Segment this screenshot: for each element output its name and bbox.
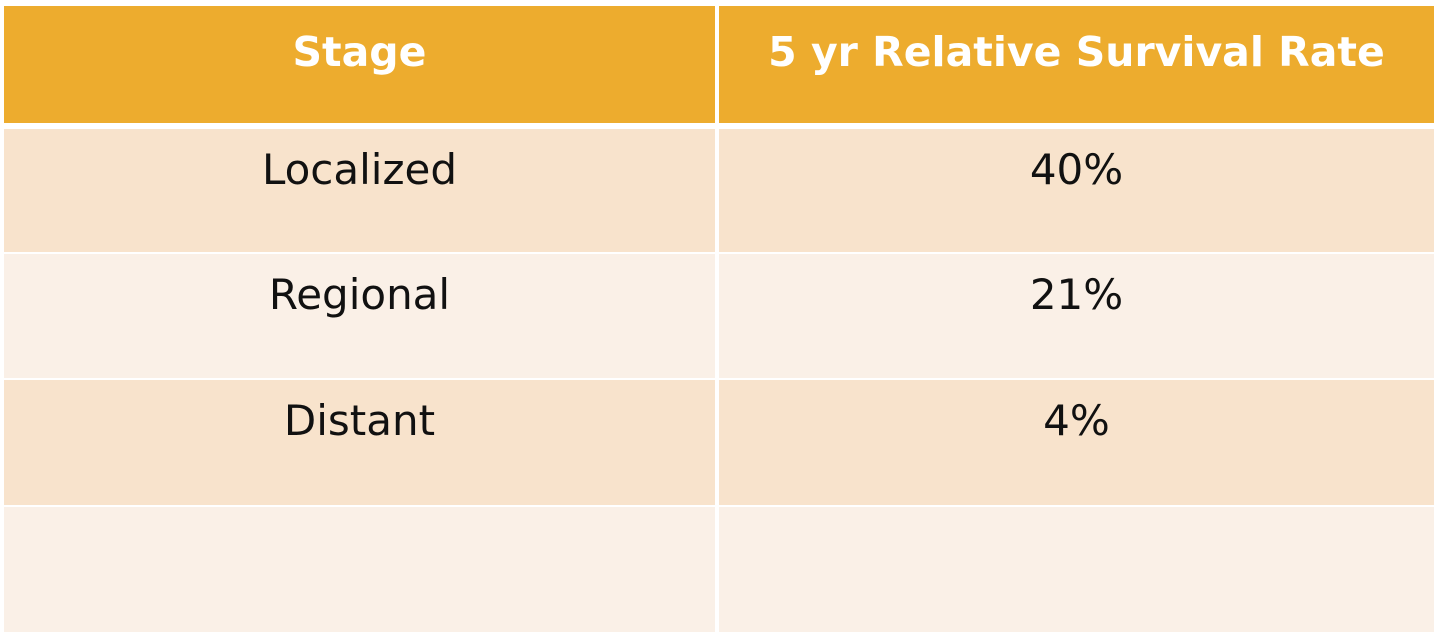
table-row: Distant 4%	[4, 378, 1434, 506]
cell-stage: Regional	[4, 251, 719, 379]
survival-rate-table: Stage 5 yr Relative Survival Rate Locali…	[4, 6, 1434, 632]
cell-stage-text: Distant	[283, 396, 436, 445]
header-survival-rate-label: 5 yr Relative Survival Rate	[768, 28, 1385, 76]
cell-rate	[715, 504, 1434, 632]
cell-stage	[4, 504, 719, 632]
cell-stage: Localized	[4, 125, 719, 253]
table-header-row: Stage 5 yr Relative Survival Rate	[4, 6, 1434, 129]
table-row	[4, 504, 1434, 632]
cell-rate: 21%	[715, 251, 1434, 379]
cell-rate-text: 40%	[1029, 145, 1124, 194]
table-row: Localized 40%	[4, 125, 1434, 253]
header-survival-rate: 5 yr Relative Survival Rate	[715, 6, 1434, 129]
cell-rate-text: 4%	[1043, 396, 1110, 445]
cell-rate: 4%	[715, 378, 1434, 506]
header-stage: Stage	[4, 6, 719, 129]
survival-table-container: Stage 5 yr Relative Survival Rate Locali…	[4, 6, 1434, 632]
cell-stage: Distant	[4, 378, 719, 506]
cell-rate: 40%	[715, 125, 1434, 253]
cell-stage-text: Localized	[261, 145, 458, 194]
header-stage-label: Stage	[292, 28, 427, 76]
cell-stage-text: Regional	[268, 269, 451, 319]
table-row: Regional 21%	[4, 251, 1434, 379]
cell-rate-text: 21%	[1029, 269, 1124, 319]
